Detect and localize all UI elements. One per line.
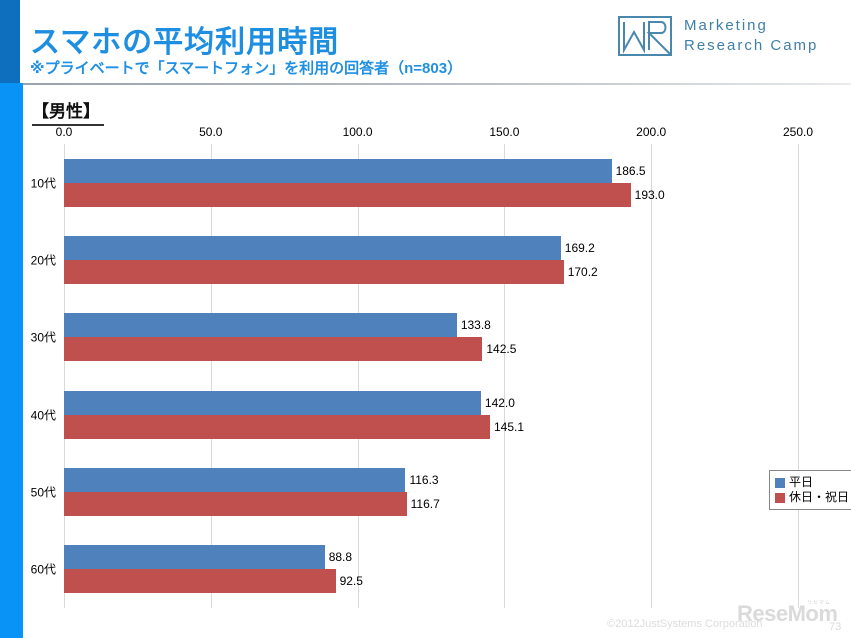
chart-bar-value-label: 88.8 [328, 550, 353, 565]
gridline [210, 144, 212, 608]
chart-bar-group: 20代 169.2 170.2 [31, 236, 798, 284]
page-number: 73 [829, 621, 842, 633]
chart-bar-holiday: 170.2 [64, 260, 598, 284]
chart-bar-weekday: 186.5 [64, 158, 646, 183]
chart-plot-area: 0.0 50.0 100.0 150.0 200.0 250.0 10代 186.5 193.0… [31, 125, 813, 608]
legend-label-holiday: 休日・祝日 [789, 490, 850, 504]
chart-bar-holiday: 193.0 [64, 182, 665, 207]
y-axis-category-label: 60代 [30, 562, 56, 577]
chart-bar-value-label: 169.2 [564, 241, 595, 255]
page-header: スマホの平均利用時間 ※プライベートで「スマートフォン」を利用の回答者（n=80… [0, 0, 851, 85]
x-axis-tick-label: 250.0 [782, 125, 814, 139]
chart-bar-holiday: 116.7 [64, 492, 440, 516]
chart-bar-weekday: 169.2 [64, 236, 595, 260]
gridline [651, 144, 653, 608]
chart-bar-value-label: 116.7 [410, 497, 440, 511]
chart-bar-value-label: 142.0 [484, 395, 515, 410]
resemom-logo: リセマム ReseMom [737, 600, 838, 627]
chart-bar-value-label: 142.5 [486, 342, 517, 357]
y-axis-category-label: 30代 [30, 330, 56, 345]
header-divider [23, 83, 851, 85]
legend-swatch-holiday-icon [775, 492, 785, 503]
y-axis-category-label: 40代 [30, 408, 56, 423]
left-accent-bar-top [0, 0, 20, 83]
y-axis-category-label: 10代 [30, 176, 56, 191]
resemom-logo-text: ReseMom [737, 601, 838, 626]
y-axis-category-label: 20代 [30, 253, 56, 268]
left-accent-bar-bottom [0, 83, 23, 638]
brand-logo-line1: Marketing [684, 17, 768, 34]
chart-bar-group: 10代 186.5 193.0 [31, 158, 798, 207]
section-label-container: 【男性】 [32, 97, 104, 126]
chart-bar-group: 40代 142.0 145.1 [31, 390, 798, 439]
chart-bar-value-label: 186.5 [615, 163, 646, 178]
chart-bar-value-label: 145.1 [494, 419, 525, 434]
copyright-text: ©2012JustSystems Corporation [607, 618, 763, 630]
chart-bar-group: 60代 88.8 92.5 [31, 545, 798, 594]
chart-bar-weekday: 133.8 [64, 313, 491, 338]
chart-bar-weekday: 116.3 [64, 468, 439, 492]
chart-bar-value-label: 92.5 [339, 574, 363, 589]
page-title: スマホの平均利用時間 [30, 26, 340, 59]
gridline [798, 144, 799, 608]
chart-bar-weekday: 88.8 [64, 545, 352, 570]
chart-bar-value-label: 193.0 [634, 187, 665, 202]
x-axis-tick-label: 0.0 [55, 125, 73, 139]
gridline [64, 144, 65, 608]
x-axis-tick-label: 50.0 [199, 125, 223, 139]
chart-bar-holiday: 142.5 [64, 337, 516, 362]
chart-bar-weekday: 142.0 [64, 390, 515, 415]
x-axis-tick-label: 200.0 [636, 125, 667, 139]
gridline [357, 144, 359, 608]
gridline [504, 144, 506, 608]
brand-logo-text: Marketing Research Camp [684, 16, 818, 57]
x-axis-tick-label: 100.0 [342, 125, 373, 139]
legend-label-weekday: 平日 [789, 475, 814, 489]
legend-item-weekday: 平日 [775, 475, 849, 490]
legend-item-holiday: 休日・祝日 [775, 490, 849, 505]
brand-logo: Marketing Research Camp [618, 16, 818, 57]
chart-legend: 平日 休日・祝日 [769, 470, 851, 510]
brand-logo-line2: Research Camp [684, 37, 819, 55]
chart-bar-holiday: 145.1 [64, 414, 524, 439]
x-axis-tick-label: 150.0 [489, 125, 520, 139]
chart-bar-group: 30代 133.8 142.5 [31, 313, 798, 362]
page-subtitle: ※プライベートで「スマートフォン」を利用の回答者（n=803） [30, 60, 463, 77]
chart-bar-holiday: 92.5 [64, 569, 363, 594]
chart-bar-value-label: 116.3 [409, 473, 439, 487]
legend-swatch-weekday-icon [775, 477, 785, 488]
bar-chart: 0.0 50.0 100.0 150.0 200.0 250.0 10代 186.5 193.0… [0, 125, 851, 620]
mr-monogram-icon [618, 16, 672, 57]
section-label: 【男性】 [32, 97, 104, 126]
chart-bar-value-label: 133.8 [460, 318, 491, 333]
chart-bar-group: 50代 116.3 116.7 [31, 468, 798, 516]
y-axis-category-label: 50代 [30, 485, 56, 500]
resemom-logo-ruby: リセマム [807, 600, 832, 606]
chart-bar-value-label: 170.2 [567, 265, 598, 279]
